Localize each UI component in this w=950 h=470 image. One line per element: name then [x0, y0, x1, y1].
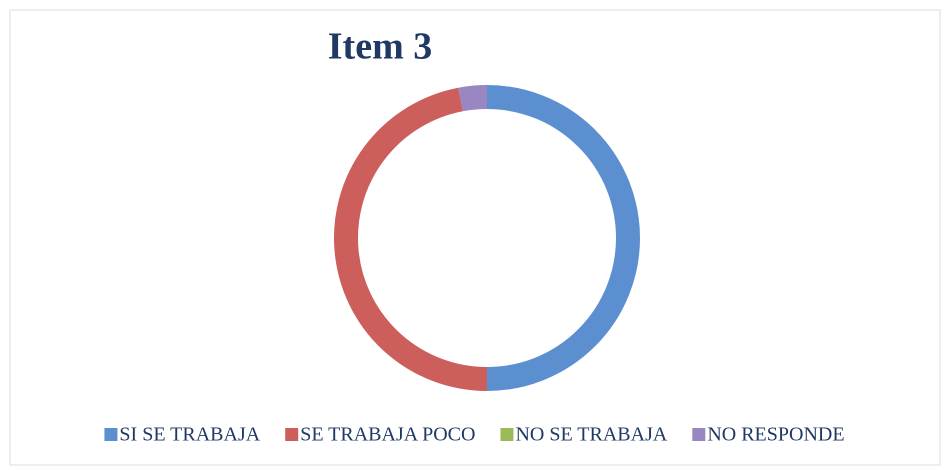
- donut-segment: [486, 85, 640, 391]
- donut-segment: [334, 87, 488, 391]
- chart-frame: [9, 9, 941, 466]
- legend-label: SI SE TRABAJA: [119, 424, 260, 446]
- chart-title: Item 3: [328, 26, 432, 68]
- donut: [334, 85, 640, 391]
- legend-label: SE TRABAJA POCO: [300, 424, 475, 446]
- legend: SI SE TRABAJA SE TRABAJA POCO NO SE TRABAJ…: [104, 424, 845, 446]
- legend-swatch: [104, 428, 118, 441]
- donut-segment: [458, 85, 488, 112]
- legend-label: NO SE TRABAJA: [515, 424, 667, 446]
- legend-swatch: [285, 428, 299, 441]
- legend-swatch: [500, 428, 514, 441]
- legend-swatch: [692, 428, 706, 441]
- legend-label: NO RESPONDE: [707, 424, 844, 446]
